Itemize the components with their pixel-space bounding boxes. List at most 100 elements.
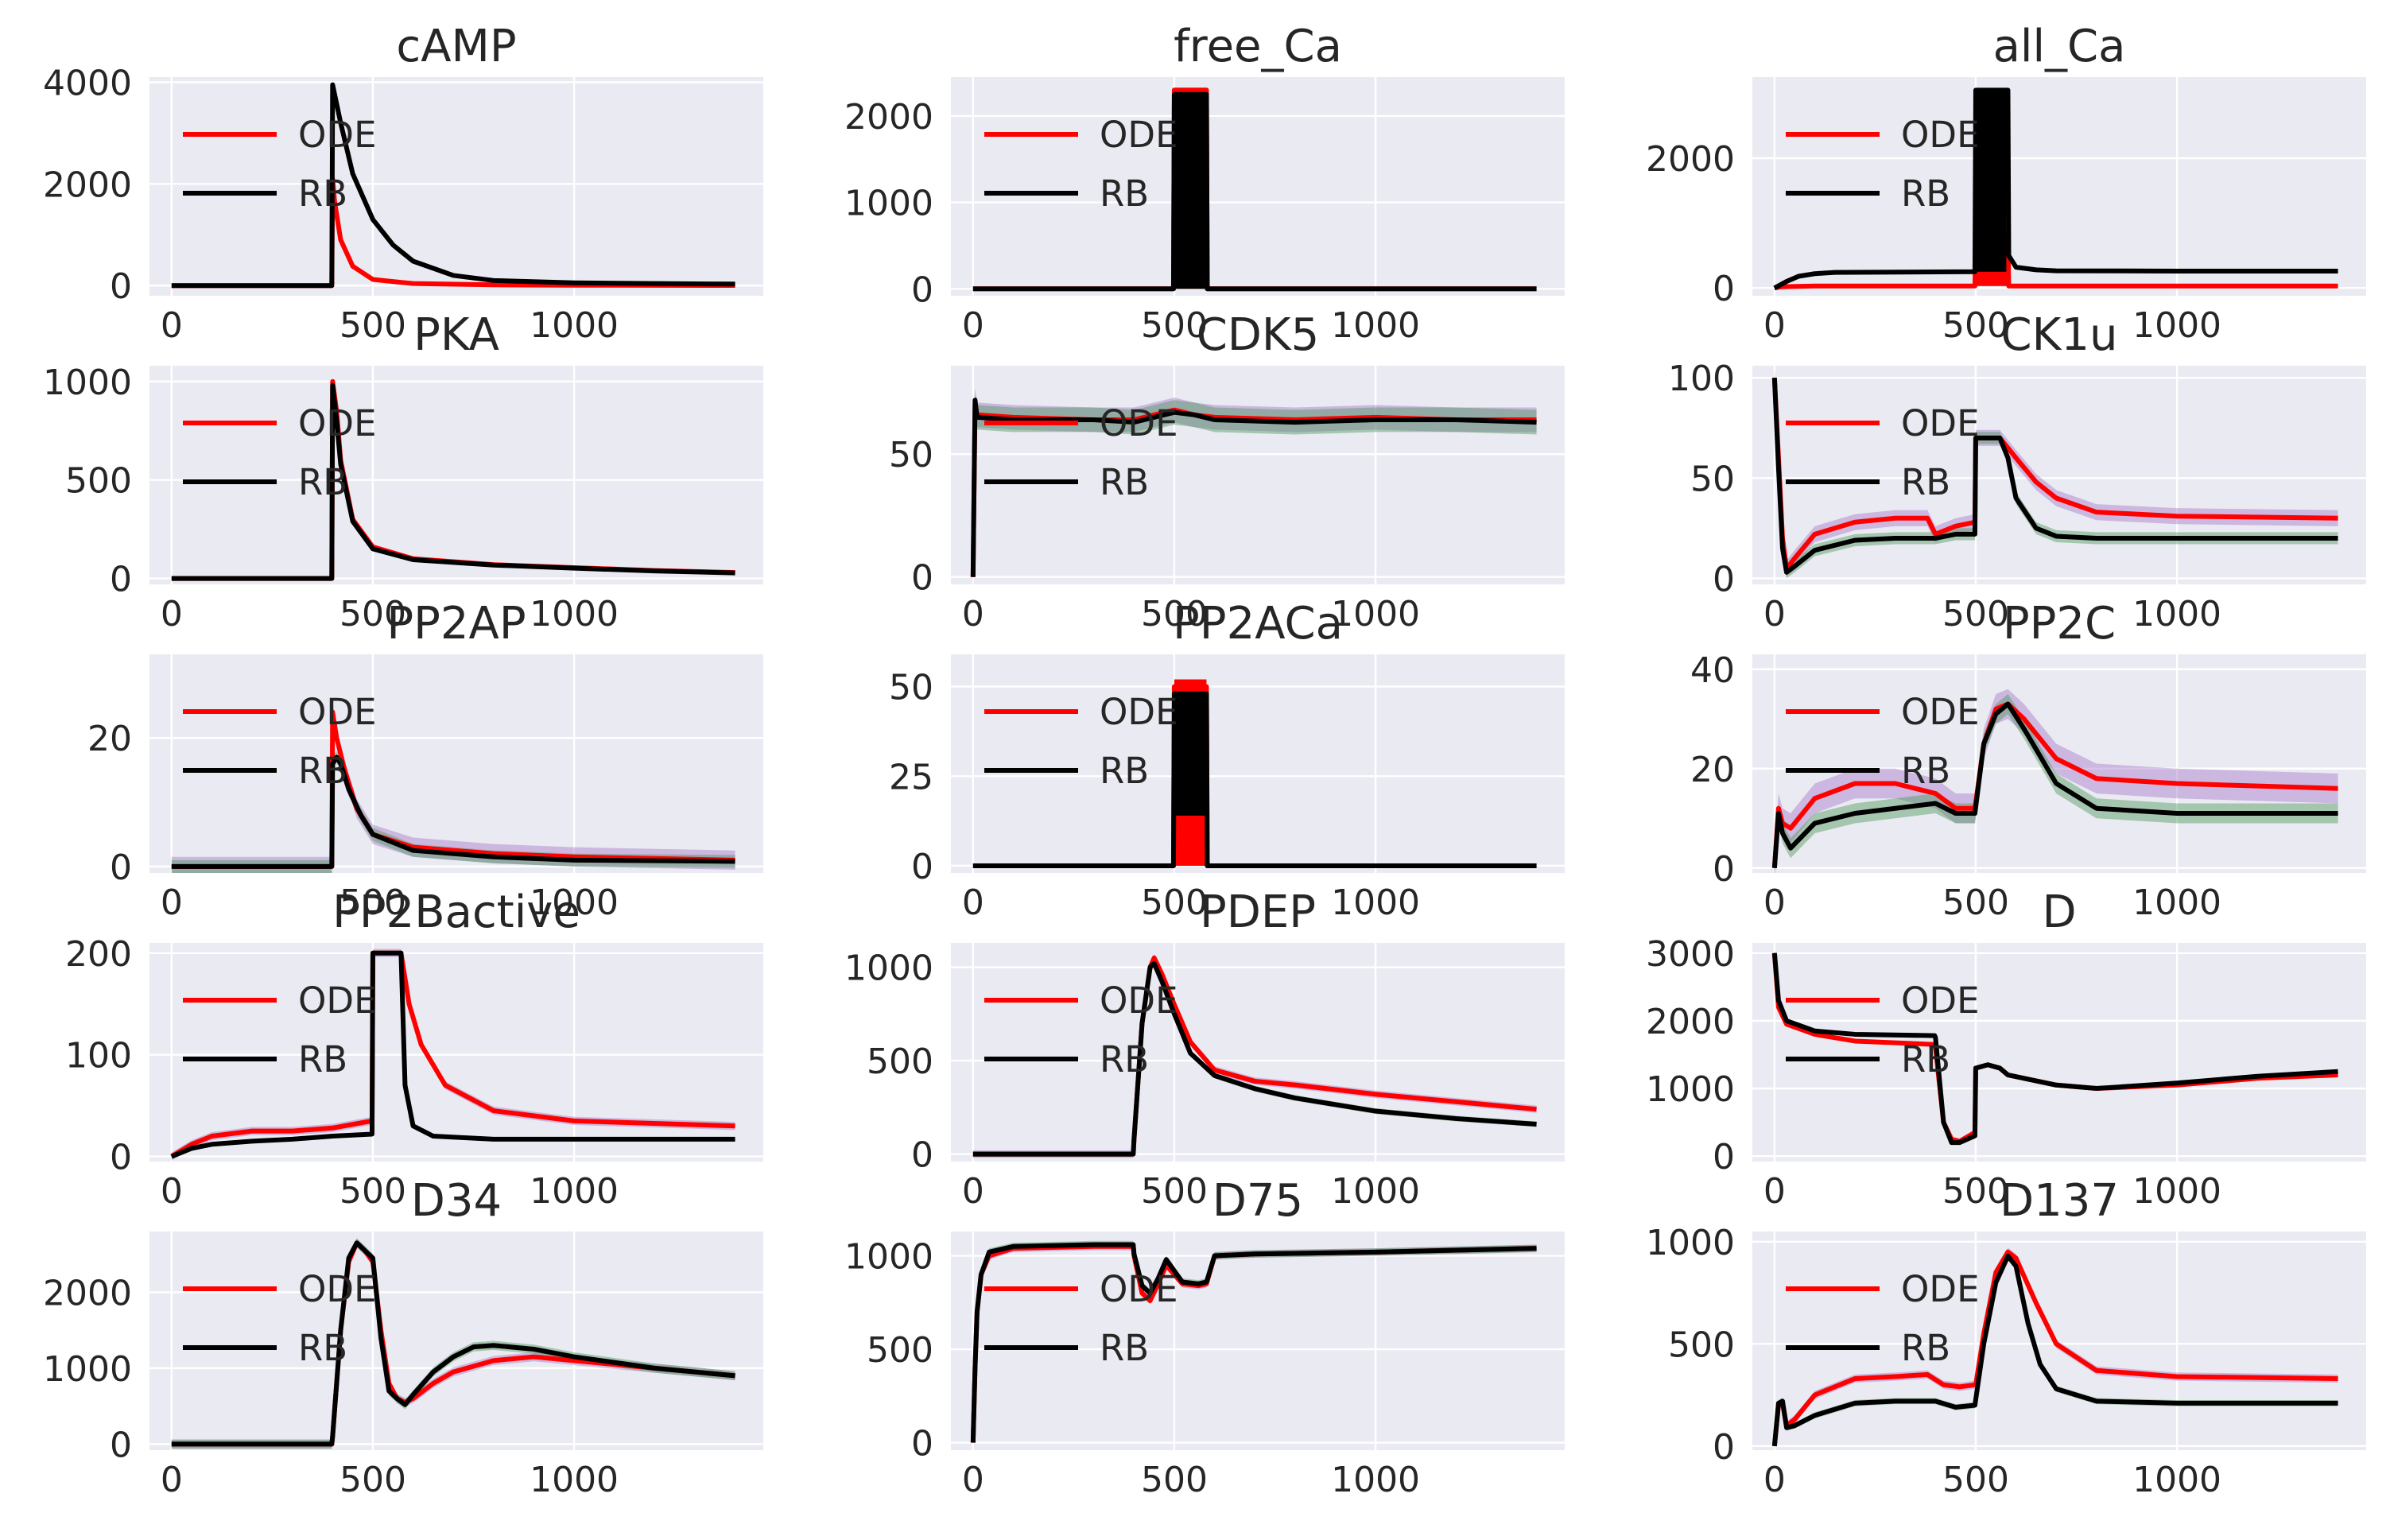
rb-oscillation-block (1175, 693, 1205, 816)
y-tick-label: 1000 (844, 184, 933, 224)
y-tick-label: 40 (1690, 650, 1735, 691)
y-tick-label: 0 (1713, 1427, 1735, 1468)
ode-confidence-band (972, 392, 1537, 584)
chart-cdk5: 0 500 1000 0 50 ODE RB CDK5 (889, 309, 1565, 634)
x-tick-label: 500 (339, 594, 406, 634)
legend-rb-label: RB (1901, 1038, 1950, 1080)
legend-ode-label: ODE (1901, 691, 1980, 733)
x-tick-label: 1000 (530, 594, 619, 634)
rb-series-line (970, 1242, 1537, 1443)
legend-ode-label: ODE (298, 1268, 377, 1310)
x-tick-label: 0 (962, 1460, 984, 1500)
plot-content (171, 1238, 735, 1449)
x-tick-label: 500 (1141, 882, 1208, 923)
chart-title: cAMP (396, 21, 516, 72)
legend-rb-label: RB (298, 461, 347, 503)
legend-ode-label: ODE (298, 114, 377, 156)
plot-content (972, 679, 1537, 868)
legend-rb-label: RB (1901, 461, 1950, 503)
x-tick-label: 0 (161, 882, 183, 923)
legend-rb-label: RB (298, 750, 347, 792)
rb-series-line (972, 960, 1537, 1157)
plot-content (171, 378, 735, 581)
x-tick-label: 1000 (1331, 1460, 1420, 1500)
rb-series-line (1771, 378, 2338, 575)
y-tick-label: 0 (1713, 559, 1735, 599)
legend-rb-label: RB (1100, 1327, 1149, 1369)
legend-ode-label: ODE (1901, 1268, 1980, 1310)
plot-area (951, 943, 1565, 1162)
rb-series-line (170, 950, 735, 1159)
x-tick-label: 0 (1763, 305, 1786, 346)
y-tick-label: 0 (110, 1138, 132, 1178)
legend-ode-label: ODE (1100, 1268, 1178, 1310)
plot-area (149, 654, 763, 873)
y-tick-label: 1000 (43, 1349, 132, 1390)
legend-rb-label: RB (298, 1038, 347, 1080)
chart-title: all_Ca (1993, 21, 2126, 72)
plot-area (149, 1232, 763, 1450)
x-tick-label: 1000 (1331, 305, 1420, 346)
y-tick-label: 50 (1690, 459, 1735, 499)
chart-title: PKA (413, 309, 499, 361)
legend-rb-label: RB (1901, 1327, 1950, 1369)
legend-rb-label: RB (1100, 750, 1149, 792)
x-tick-label: 0 (1763, 1460, 1786, 1500)
plot-content (1773, 87, 2338, 291)
y-tick-label: 50 (889, 435, 933, 475)
x-tick-label: 500 (339, 1171, 406, 1212)
chart-pp2ap: 0 500 1000 0 20 ODE RB PP2AP (87, 598, 763, 923)
y-tick-label: 500 (867, 1330, 933, 1371)
x-tick-label: 0 (161, 1460, 183, 1500)
chart-title: PP2ACa (1173, 598, 1343, 650)
legend-rb-label: RB (1901, 173, 1950, 215)
chart-title: PDEP (1200, 886, 1316, 938)
x-tick-label: 0 (1763, 882, 1786, 923)
plot-area (951, 366, 1565, 584)
x-tick-label: 1000 (1331, 882, 1420, 923)
plot-content (171, 82, 735, 289)
y-tick-label: 0 (1713, 1137, 1735, 1177)
plot-content (972, 954, 1537, 1158)
plot-content (1771, 951, 2338, 1146)
y-tick-label: 0 (110, 560, 132, 600)
chart-title: D34 (411, 1175, 502, 1227)
ode-confidence-band (171, 702, 735, 873)
x-tick-label: 0 (962, 594, 984, 634)
y-tick-label: 2000 (1646, 139, 1735, 180)
x-tick-label: 1000 (2132, 1460, 2221, 1500)
ode-series-line (1771, 1249, 2338, 1447)
plot-content (970, 1240, 1537, 1447)
legend-rb-label: RB (1100, 1038, 1149, 1080)
chart-title: free_Ca (1174, 21, 1342, 72)
x-tick-label: 500 (339, 882, 406, 923)
x-tick-label: 0 (161, 305, 183, 346)
x-tick-label: 1000 (1331, 1171, 1420, 1212)
chart-title: D75 (1212, 1175, 1303, 1227)
x-tick-label: 1000 (2132, 882, 2221, 923)
rb-series-line (1771, 952, 2338, 1146)
rb-series-line (1771, 1253, 2338, 1447)
chart-pp2aca: 0 500 1000 0 25 50 ODE RB PP2ACa (889, 598, 1565, 923)
chart-free-ca: 0 500 1000 0 1000 2000 ODE RB free_Ca (844, 21, 1565, 346)
plot-area (1752, 366, 2366, 584)
plot-content (972, 87, 1537, 292)
x-tick-label: 500 (1141, 1171, 1208, 1212)
y-tick-label: 0 (110, 848, 132, 888)
legend-rb-label: RB (298, 173, 347, 215)
x-tick-label: 500 (1942, 882, 2009, 923)
chart-camp: 0 500 1000 0 2000 4000 ODE RB cAMP (43, 21, 763, 346)
x-tick-label: 0 (1763, 1171, 1786, 1212)
chart-all-ca: 0 500 1000 0 2000 ODE RB all_Ca (1646, 21, 2366, 346)
y-tick-label: 0 (110, 1425, 132, 1465)
rb-series-line (970, 398, 1537, 577)
chart-title: D137 (2000, 1175, 2119, 1227)
legend-ode-label: ODE (1901, 114, 1980, 156)
chart-title: D (2042, 886, 2076, 938)
y-tick-label: 100 (65, 1036, 132, 1076)
legend-ode-label: ODE (1100, 979, 1178, 1022)
x-tick-label: 500 (1942, 594, 2009, 634)
plot-content (171, 702, 735, 873)
ode-confidence-band (1774, 689, 2338, 873)
ode-series-line (970, 402, 1537, 577)
